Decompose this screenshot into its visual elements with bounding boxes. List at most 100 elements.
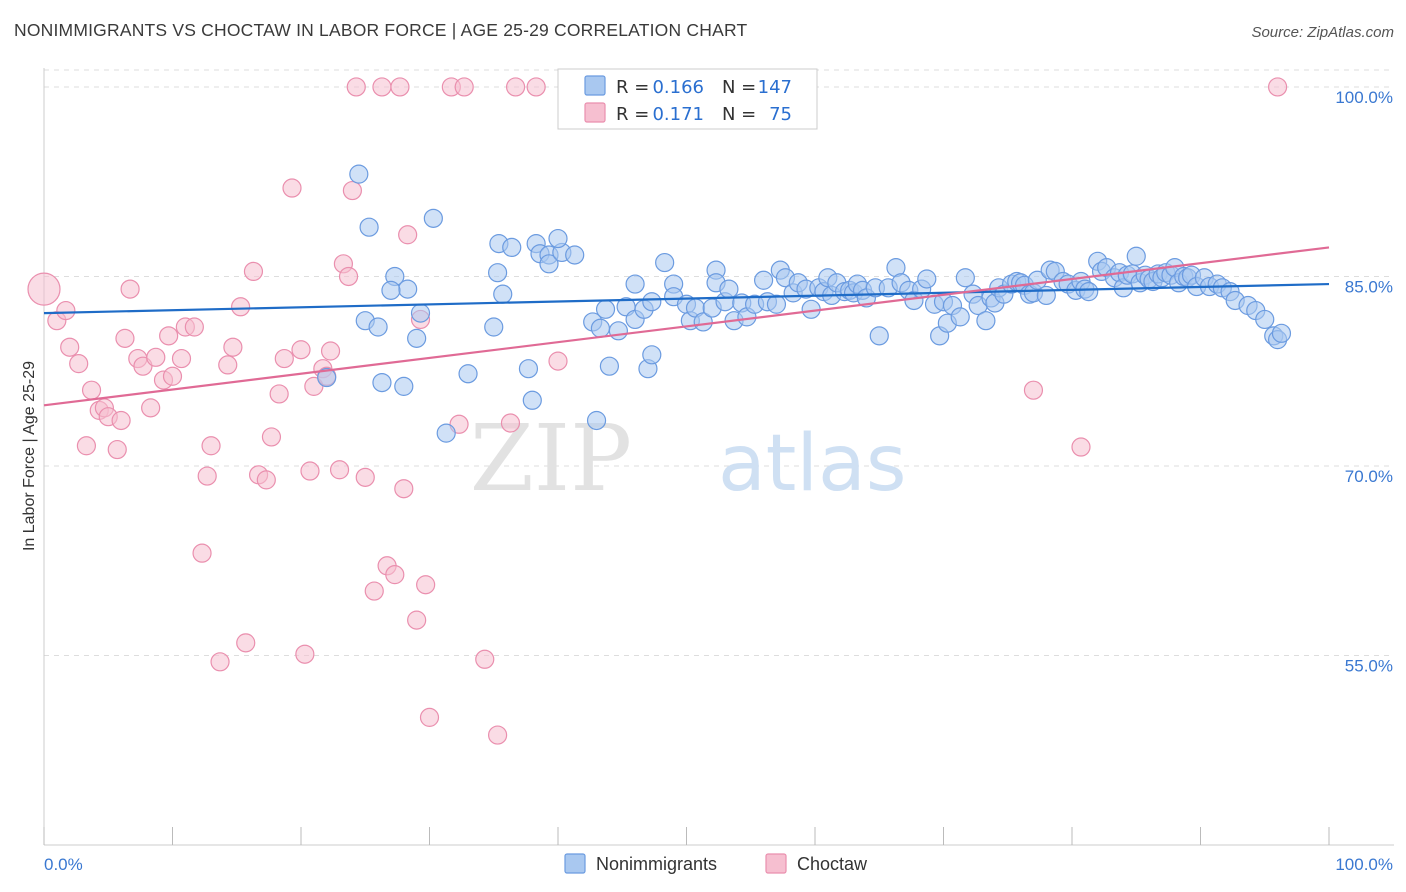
choctaw-point bbox=[346, 77, 366, 97]
choctaw-point bbox=[300, 461, 320, 481]
nonimmigrants-point bbox=[595, 299, 616, 319]
choctaw-point bbox=[256, 470, 276, 490]
nonimmigrants-point bbox=[869, 326, 889, 346]
choctaw-point bbox=[201, 436, 221, 456]
choctaw-point bbox=[385, 565, 405, 585]
nonimmigrants-point bbox=[950, 307, 970, 327]
nonimmigrants-point bbox=[548, 228, 568, 249]
legend-n-label-2: N = bbox=[722, 104, 756, 125]
x-axis-ticks bbox=[43, 827, 1330, 845]
choctaw-point bbox=[390, 77, 410, 97]
choctaw-point bbox=[197, 466, 217, 486]
nonimmigrants-point bbox=[522, 390, 542, 410]
legend-r-value-1: 0.166 bbox=[652, 77, 704, 98]
choctaw-point bbox=[274, 348, 294, 369]
nonimmigrants-point bbox=[608, 321, 628, 341]
nonimmigrants-point bbox=[1036, 285, 1056, 306]
y-axis-label: In Labor Force | Age 25-29 bbox=[21, 361, 38, 551]
choctaw-point bbox=[526, 77, 546, 97]
choctaw-point bbox=[416, 575, 436, 595]
legend-swatch-pink bbox=[584, 102, 606, 123]
choctaw-point bbox=[1071, 437, 1091, 457]
correlation-legend: R = 0.166 N = 147 R = 0.171 N = 75 bbox=[557, 68, 818, 130]
nonimmigrants-point bbox=[458, 364, 478, 384]
axes bbox=[43, 68, 1394, 846]
choctaw-trend-line bbox=[43, 246, 1330, 407]
legend-r-label-1: R = bbox=[616, 77, 649, 98]
choctaw-point bbox=[398, 225, 418, 245]
choctaw-point bbox=[320, 341, 341, 361]
choctaw-point bbox=[338, 266, 359, 287]
nonimmigrants-point bbox=[955, 268, 975, 288]
choctaw-point bbox=[81, 380, 102, 400]
nonimmigrants-point bbox=[493, 284, 513, 304]
chart-title: NONIMMIGRANTS VS CHOCTAW IN LABOR FORCE … bbox=[14, 20, 748, 40]
legend-n-value-1: 147 bbox=[758, 77, 792, 98]
choctaw-point bbox=[120, 279, 140, 299]
y-axis-tick-labels: 55.0% 70.0% 85.0% 100.0% bbox=[1335, 88, 1393, 676]
nonimmigrants-point bbox=[719, 279, 739, 299]
watermark-zip: ZIP bbox=[470, 405, 632, 512]
choctaw-point bbox=[162, 366, 183, 386]
nonimmigrants-point bbox=[359, 217, 379, 237]
choctaw-point bbox=[69, 354, 89, 374]
legend-swatch-blue bbox=[584, 75, 606, 96]
choctaw-point bbox=[76, 436, 97, 456]
y-tick-label: 85.0% bbox=[1345, 277, 1393, 296]
choctaw-point bbox=[394, 479, 414, 499]
nonimmigrants-point bbox=[410, 303, 431, 323]
choctaw-point bbox=[282, 178, 302, 198]
choctaw-point bbox=[364, 581, 384, 601]
x-tick-label-min: 0.0% bbox=[44, 855, 83, 874]
choctaw-point bbox=[218, 355, 238, 375]
nonimmigrants-point bbox=[423, 208, 443, 228]
bottom-legend-label-nonimmigrants: Nonimmigrants bbox=[596, 854, 717, 874]
nonimmigrants-point bbox=[1271, 323, 1292, 343]
nonimmigrants-point bbox=[1126, 246, 1146, 266]
choctaw-point bbox=[231, 297, 251, 317]
nonimmigrants-point bbox=[349, 164, 369, 184]
nonimmigrants-point bbox=[599, 356, 620, 376]
choctaw-point bbox=[159, 326, 179, 346]
choctaw-point bbox=[146, 347, 166, 367]
nonimmigrants-point bbox=[398, 279, 418, 299]
choctaw-point bbox=[372, 77, 392, 97]
nonimmigrants-point bbox=[1255, 309, 1275, 330]
choctaw-point bbox=[56, 300, 76, 321]
nonimmigrants-point bbox=[693, 312, 713, 332]
nonimmigrants-point bbox=[539, 254, 559, 274]
choctaw-point bbox=[505, 77, 526, 97]
choctaw-point bbox=[329, 460, 350, 480]
nonimmigrants-point bbox=[586, 410, 607, 431]
choctaw-point bbox=[192, 543, 212, 563]
choctaw-point bbox=[210, 652, 230, 672]
choctaw-point bbox=[111, 410, 131, 431]
watermark-atlas: atlas bbox=[718, 419, 907, 509]
choctaw-point bbox=[243, 261, 264, 282]
choctaw-point bbox=[454, 77, 474, 97]
nonimmigrants-point bbox=[317, 367, 337, 388]
y-tick-label: 70.0% bbox=[1345, 467, 1393, 486]
nonimmigrants-point bbox=[502, 237, 522, 258]
nonimmigrants-point bbox=[484, 317, 504, 337]
choctaw-point bbox=[223, 337, 243, 357]
choctaw-point bbox=[407, 610, 427, 630]
nonimmigrants-point bbox=[381, 280, 401, 300]
x-tick-label-max: 100.0% bbox=[1335, 855, 1393, 874]
choctaw-point bbox=[548, 351, 568, 371]
choctaw-points bbox=[27, 77, 1288, 745]
bottom-legend-swatch-pink bbox=[765, 853, 787, 874]
choctaw-point bbox=[419, 707, 440, 727]
nonimmigrants-point bbox=[625, 274, 645, 294]
choctaw-point bbox=[171, 348, 192, 369]
choctaw-point bbox=[295, 644, 315, 664]
nonimmigrants-point bbox=[655, 252, 675, 273]
choctaw-point bbox=[236, 633, 256, 653]
watermark: ZIP atlas bbox=[470, 405, 907, 512]
nonimmigrants-point bbox=[642, 292, 662, 312]
y-tick-label: 100.0% bbox=[1335, 88, 1393, 107]
choctaw-point bbox=[1267, 77, 1288, 97]
legend-n-label-1: N = bbox=[722, 77, 756, 98]
nonimmigrants-point bbox=[407, 328, 427, 348]
choctaw-point bbox=[107, 439, 127, 460]
